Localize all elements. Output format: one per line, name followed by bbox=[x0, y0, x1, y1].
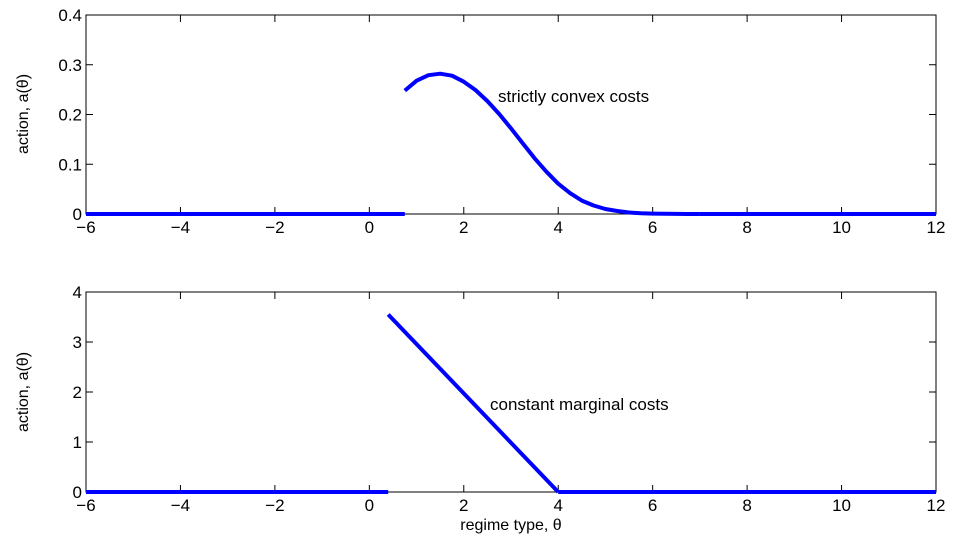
y-tick-label: 0 bbox=[73, 205, 82, 224]
x-tick-label: 0 bbox=[365, 218, 374, 237]
x-tick-label: 8 bbox=[742, 218, 751, 237]
x-axis-label: regime type, θ bbox=[460, 517, 561, 534]
y-tick-label: 1 bbox=[73, 433, 82, 452]
y-tick-label: 2 bbox=[73, 383, 82, 402]
top-chart-panel: −6 −4 −2 0 2 4 6 8 10 12 0 0.1 0.2 0.3 0.4 action, a(… bbox=[15, 6, 945, 237]
y-tick-label: 0.4 bbox=[58, 6, 82, 25]
x-tick-label: 6 bbox=[648, 496, 657, 515]
x-tick-label: 12 bbox=[927, 496, 946, 515]
series-line-segment-1 bbox=[386, 313, 560, 494]
y-tick-label: 0 bbox=[73, 483, 82, 502]
y-tick-label: 0.2 bbox=[58, 106, 82, 125]
x-tick-label: −2 bbox=[265, 218, 284, 237]
y-tick-label: 4 bbox=[73, 283, 82, 302]
y-tick-labels: 0 1 2 3 4 bbox=[73, 283, 82, 502]
x-tick-label: −6 bbox=[76, 496, 95, 515]
x-tick-labels: −6 −4 −2 0 2 4 6 8 10 12 bbox=[76, 496, 945, 515]
y-tick-labels: 0 0.1 0.2 0.3 0.4 bbox=[58, 6, 82, 224]
x-tick-label: −2 bbox=[265, 496, 284, 515]
axis-ticks bbox=[85, 291, 937, 493]
y-axis-label: action, a(θ) bbox=[15, 352, 32, 432]
x-tick-label: 2 bbox=[459, 496, 468, 515]
x-tick-label: 10 bbox=[832, 496, 851, 515]
annotation-convex: strictly convex costs bbox=[498, 87, 649, 106]
x-tick-label: −4 bbox=[171, 218, 190, 237]
series-line-segment-1 bbox=[403, 71, 700, 216]
series-lines bbox=[86, 313, 936, 494]
y-axis-label: action, a(θ) bbox=[15, 74, 32, 154]
x-tick-label: 0 bbox=[365, 496, 374, 515]
y-tick-label: 3 bbox=[73, 333, 82, 352]
annotation-constant: constant marginal costs bbox=[490, 395, 669, 414]
x-tick-label: 12 bbox=[927, 218, 946, 237]
x-tick-label: −6 bbox=[76, 218, 95, 237]
series-lines bbox=[86, 71, 936, 216]
x-tick-label: 4 bbox=[553, 496, 562, 515]
y-tick-label: 0.1 bbox=[58, 155, 82, 174]
plot-frame bbox=[85, 291, 937, 493]
x-tick-label: 10 bbox=[832, 218, 851, 237]
x-tick-label: 2 bbox=[459, 218, 468, 237]
x-tick-label: 8 bbox=[742, 496, 751, 515]
plot-frame bbox=[85, 14, 937, 215]
x-tick-label: 4 bbox=[553, 218, 562, 237]
x-tick-label: −4 bbox=[171, 496, 190, 515]
axis-ticks bbox=[85, 14, 937, 215]
x-tick-labels: −6 −4 −2 0 2 4 6 8 10 12 bbox=[76, 218, 945, 237]
x-tick-label: 6 bbox=[648, 218, 657, 237]
y-tick-label: 0.3 bbox=[58, 56, 82, 75]
